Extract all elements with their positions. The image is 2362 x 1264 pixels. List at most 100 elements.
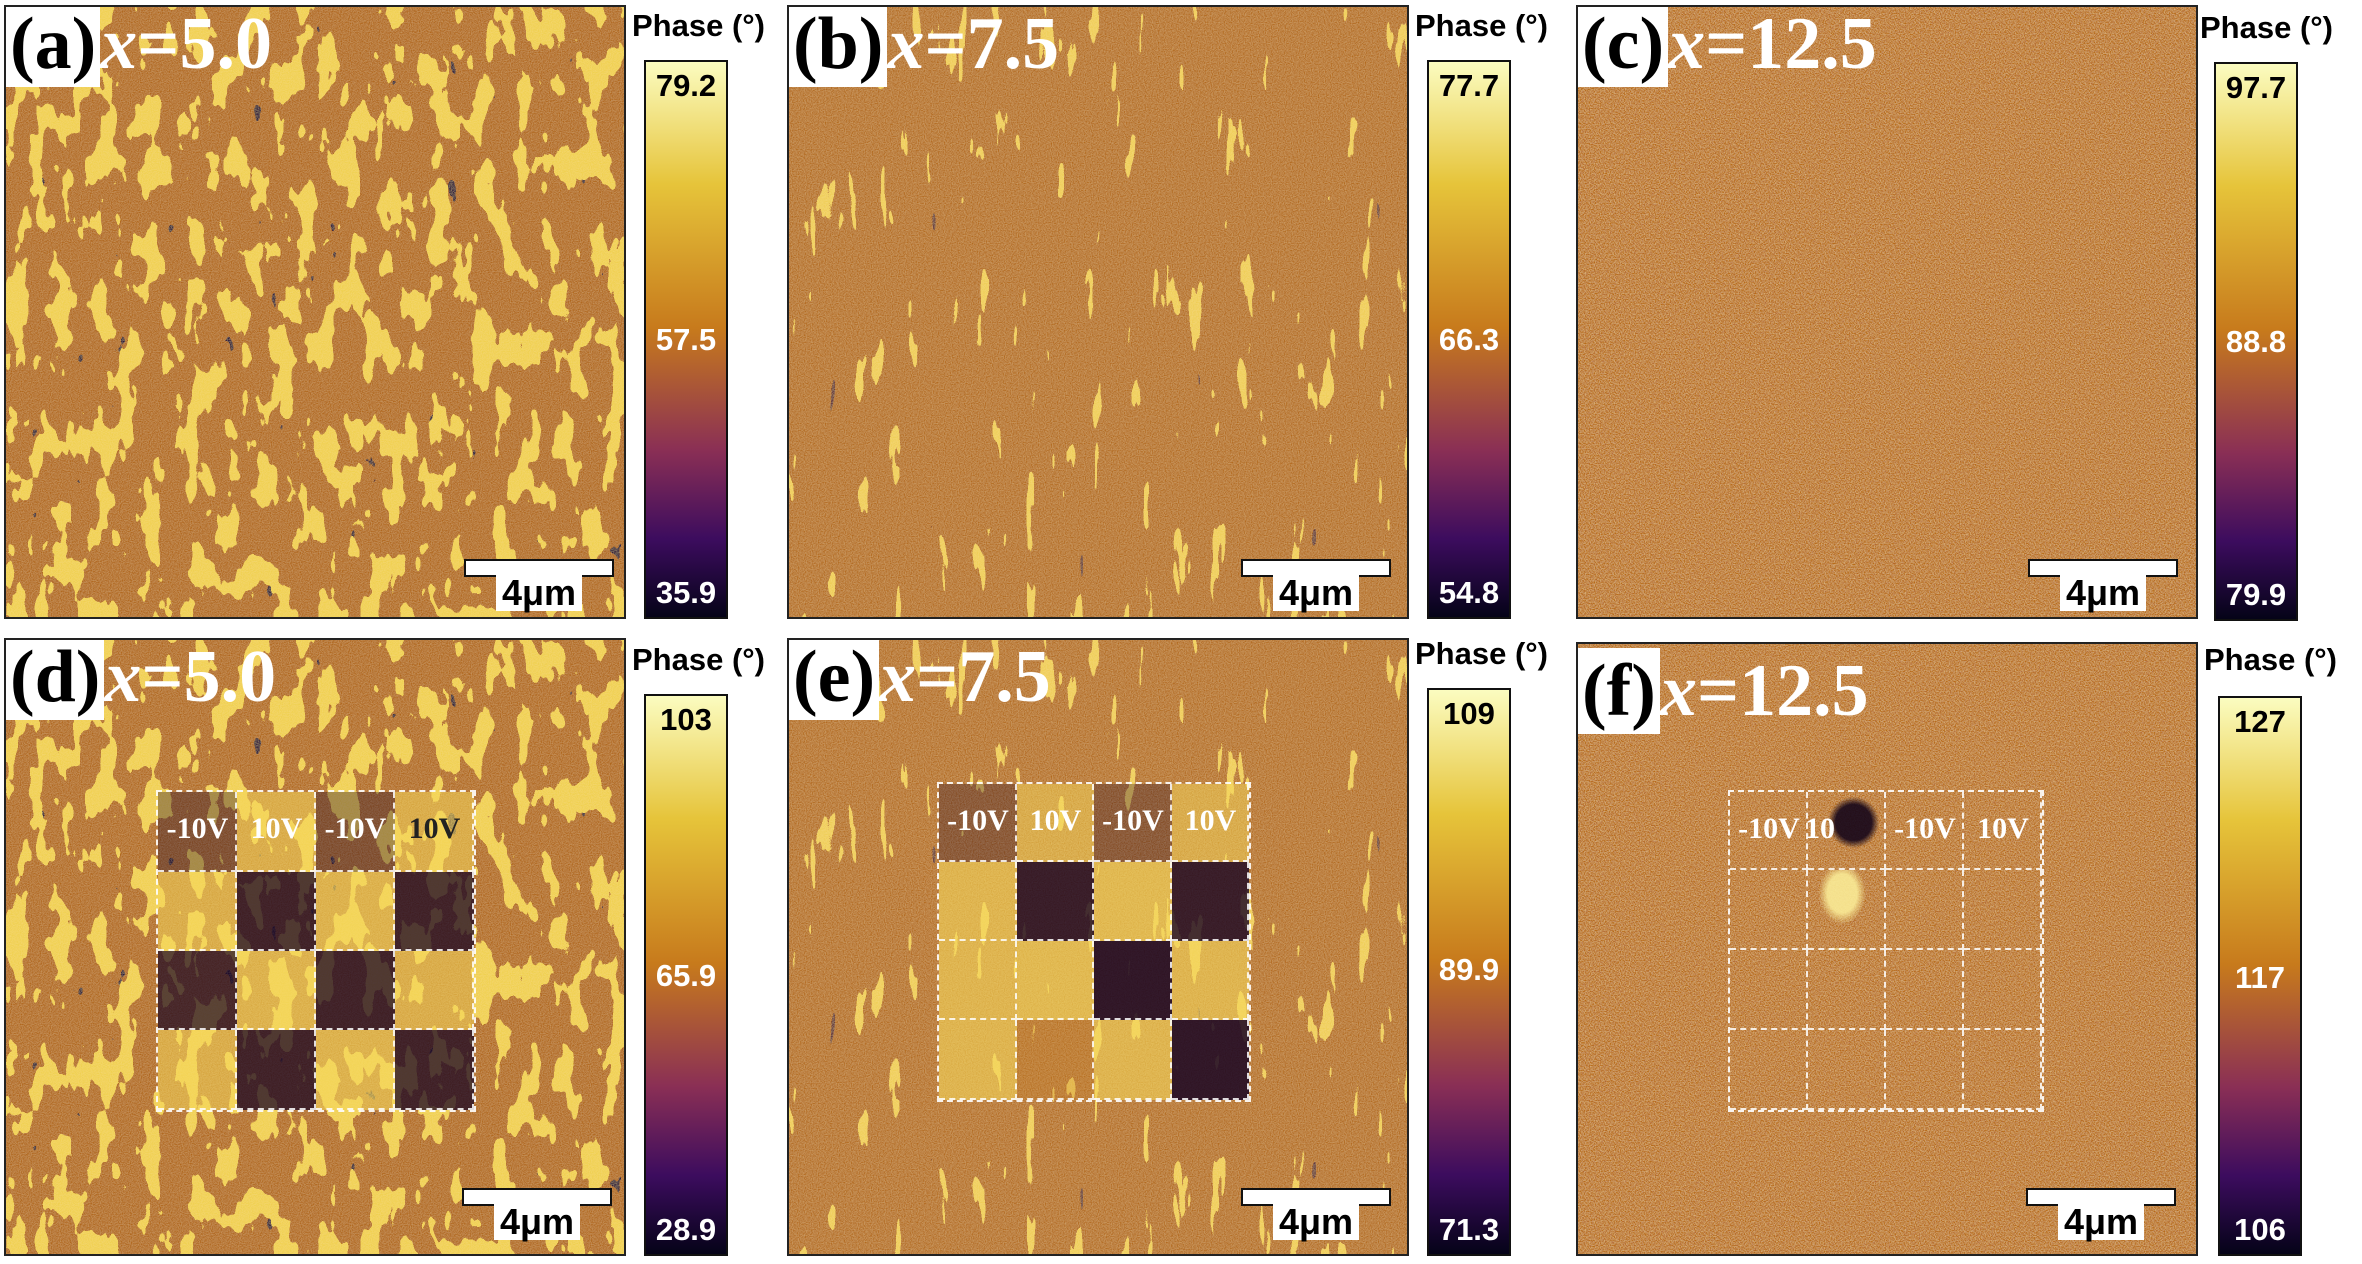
scale-bar-label: 4μm bbox=[493, 1204, 581, 1240]
colorbar-max: 127 bbox=[2234, 704, 2286, 739]
voltage-label: -10V bbox=[1102, 804, 1164, 837]
scale-bar-label: 4μm bbox=[1272, 1204, 1360, 1240]
panel-e: -10V 10V -10V 10V (e)x=7.5 4μm Phase (°)… bbox=[785, 632, 1575, 1264]
colorbar-mid: 57.5 bbox=[655, 322, 717, 357]
scale-bar: 4μm bbox=[464, 559, 614, 611]
colorbar-max: 109 bbox=[1443, 696, 1495, 731]
scale-bar-label: 4μm bbox=[2059, 575, 2147, 611]
colorbar-min: 28.9 bbox=[655, 1212, 717, 1247]
panel-label: (e)x=7.5 bbox=[789, 640, 1051, 720]
phase-image: (c)x=12.5 4μm bbox=[1576, 5, 2198, 619]
colorbar: 127 117 106 bbox=[2218, 696, 2302, 1256]
grid-cell bbox=[1886, 1030, 1964, 1110]
grid-cell bbox=[237, 1030, 316, 1110]
colorbar: 79.2 57.5 35.9 bbox=[644, 60, 728, 619]
colorbar: 77.7 66.3 54.8 bbox=[1427, 60, 1511, 619]
colorbar-title: Phase (°) bbox=[632, 8, 765, 43]
composition-value: =12.5 bbox=[1696, 650, 1869, 732]
grid-cell bbox=[1172, 862, 1249, 941]
colorbar-title: Phase (°) bbox=[2200, 10, 2333, 45]
grid-cell bbox=[395, 792, 474, 872]
colorbar-max: 77.7 bbox=[1438, 68, 1500, 103]
phase-image: (b)x=7.5 4μm bbox=[787, 5, 1409, 619]
voltage-label: -10V bbox=[947, 804, 1009, 837]
voltage-label: 10V bbox=[408, 812, 461, 845]
grid-cell bbox=[939, 862, 1017, 941]
grid-cell bbox=[1730, 950, 1808, 1030]
colorbar-min: 106 bbox=[2234, 1212, 2286, 1247]
grid-cell bbox=[1094, 862, 1172, 941]
voltage-label: 10V bbox=[1184, 804, 1237, 837]
colorbar-title: Phase (°) bbox=[1415, 636, 1548, 671]
panel-letter: (f) bbox=[1578, 648, 1660, 734]
grid-cell bbox=[1172, 941, 1249, 1020]
grid-cell bbox=[237, 792, 316, 872]
grid-cell bbox=[316, 951, 395, 1030]
grid-cell bbox=[1964, 870, 2042, 950]
composition-variable: x bbox=[104, 638, 142, 718]
panel-c: (c)x=12.5 4μm Phase (°) 97.7 88.8 79.9 bbox=[1572, 0, 2362, 625]
panel-letter: (a) bbox=[6, 7, 101, 87]
grid-cell bbox=[1886, 950, 1964, 1030]
composition-value: =12.5 bbox=[1705, 5, 1877, 85]
voltage-label: 10V bbox=[250, 812, 303, 845]
panel-letter: (d) bbox=[6, 640, 105, 720]
colorbar-mid: 88.8 bbox=[2225, 324, 2287, 359]
grid-cell bbox=[939, 1020, 1017, 1100]
grid-cell bbox=[158, 1030, 237, 1110]
grid-cell bbox=[237, 951, 316, 1030]
grid-cell bbox=[1172, 1020, 1249, 1100]
composition-variable: x bbox=[100, 5, 138, 85]
scale-bar: 4μm bbox=[462, 1188, 612, 1240]
grid-cell bbox=[158, 951, 237, 1030]
voltage-label: -10V bbox=[324, 812, 387, 845]
colorbar-max: 97.7 bbox=[2225, 70, 2287, 105]
grid-cell bbox=[939, 941, 1017, 1020]
voltage-label: -10V bbox=[166, 812, 229, 845]
grid-cell bbox=[395, 872, 474, 951]
grid-cell bbox=[395, 1030, 474, 1110]
composition-variable: x bbox=[1668, 5, 1706, 85]
scale-bar-label: 4μm bbox=[1272, 575, 1360, 611]
grid-cell bbox=[1730, 870, 1808, 950]
grid-cell bbox=[1094, 1020, 1172, 1100]
grid-cell bbox=[316, 792, 395, 872]
panel-letter: (b) bbox=[789, 7, 888, 87]
scale-bar: 4μm bbox=[2026, 1188, 2176, 1240]
phase-texture bbox=[6, 7, 624, 617]
colorbar-title: Phase (°) bbox=[632, 642, 765, 677]
poling-grid: -10V 10 -10V 10V bbox=[1728, 790, 2044, 1112]
grid-cell bbox=[1886, 792, 1964, 870]
colorbar-min: 79.9 bbox=[2225, 577, 2287, 612]
grid-cell bbox=[1017, 784, 1094, 862]
grid-cell bbox=[1808, 950, 1886, 1030]
colorbar-max: 103 bbox=[660, 702, 712, 737]
grid-cell bbox=[1964, 792, 2042, 870]
composition-variable: x bbox=[887, 5, 925, 85]
grid-cell bbox=[1886, 870, 1964, 950]
colorbar-mid: 89.9 bbox=[1438, 952, 1500, 987]
colorbar-min: 54.8 bbox=[1438, 575, 1500, 610]
grid-cell bbox=[1094, 941, 1172, 1020]
voltage-label: 10V bbox=[1029, 804, 1082, 837]
scale-bar: 4μm bbox=[2028, 559, 2178, 611]
composition-variable: x bbox=[879, 638, 917, 718]
colorbar-max: 79.2 bbox=[655, 68, 717, 103]
scale-bar-label: 4μm bbox=[2057, 1204, 2145, 1240]
composition-value: =7.5 bbox=[916, 638, 1051, 718]
grid-cell bbox=[316, 1030, 395, 1110]
panel-letter: (c) bbox=[1578, 7, 1669, 87]
panel-label: (b)x=7.5 bbox=[789, 7, 1059, 87]
phase-texture bbox=[1578, 7, 2196, 617]
panel-f: -10V 10 -10V 10V (f)x=12.5 4μm Phase (°)… bbox=[1572, 632, 2362, 1264]
colorbar: 103 65.9 28.9 bbox=[644, 694, 728, 1256]
phase-image: (a)x=5.0 4μm bbox=[4, 5, 626, 619]
grid-cell bbox=[316, 872, 395, 951]
grid-cell bbox=[1964, 950, 2042, 1030]
grid-cell bbox=[158, 872, 237, 951]
composition-variable: x bbox=[1659, 650, 1697, 732]
voltage-label: -10V bbox=[1738, 812, 1800, 845]
panel-d: -10V 10V -10V 10V (d)x=5.0 4μm Phase (°)… bbox=[0, 632, 790, 1264]
grid-cell bbox=[1094, 784, 1172, 862]
grid-cell bbox=[1808, 870, 1886, 950]
